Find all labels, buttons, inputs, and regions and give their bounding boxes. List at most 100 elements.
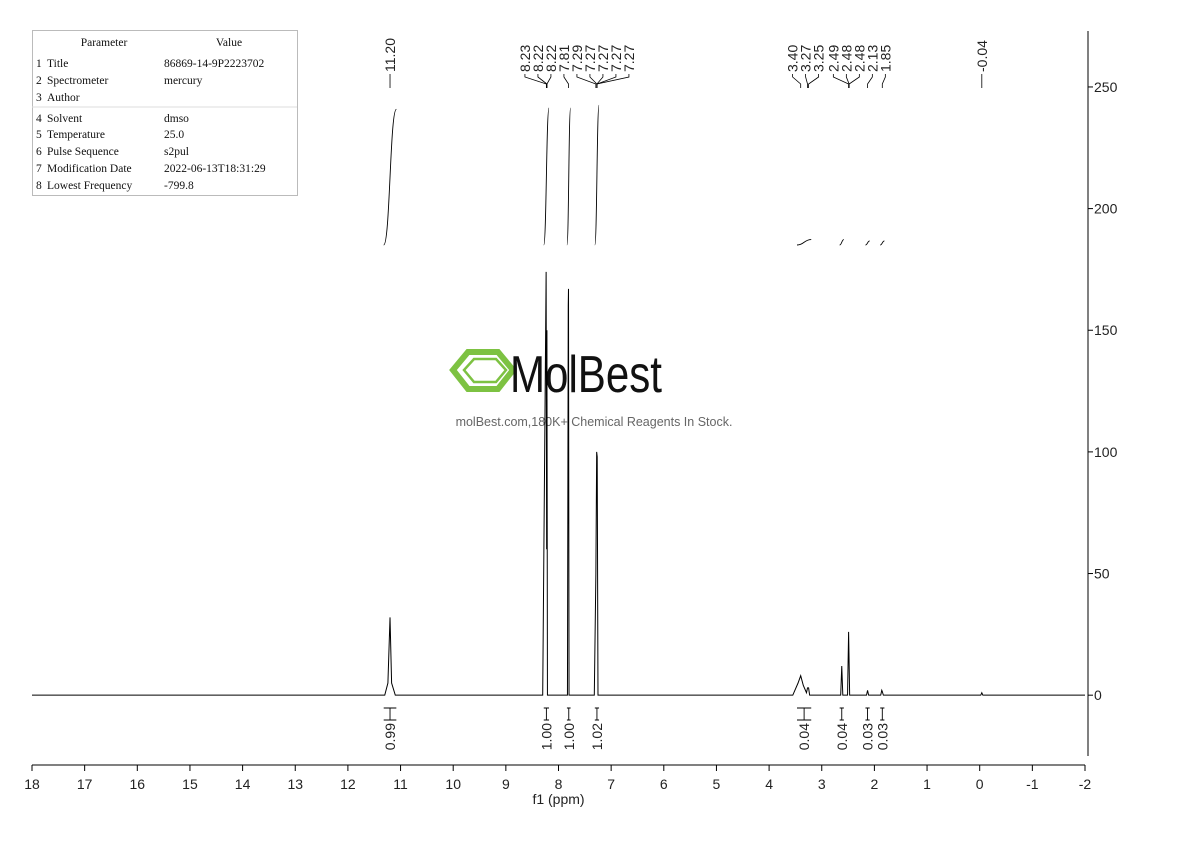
- parameter-value: dmso: [164, 113, 189, 125]
- integral-label: 0.03: [860, 723, 876, 750]
- integral-bracket: [880, 707, 885, 721]
- x-tick-label: 16: [130, 776, 146, 792]
- watermark: MolBest molBest.com,180K+ Chemical Reagen…: [449, 346, 733, 429]
- integral-bracket: [566, 707, 571, 721]
- parameter-name: Lowest Frequency: [47, 180, 133, 192]
- x-tick-label: 4: [765, 776, 773, 792]
- x-tick-label: 3: [818, 776, 826, 792]
- peak-leader: [808, 74, 820, 88]
- peak-label: 11.20: [382, 38, 398, 72]
- parameter-value: 25.0: [164, 129, 184, 141]
- table-header: Parameter: [81, 37, 128, 49]
- logo-hexagon: [449, 349, 517, 392]
- x-tick-label: 5: [713, 776, 721, 792]
- peak-label: 1.85: [877, 45, 893, 72]
- integral-bracket: [865, 707, 870, 721]
- integral-label: 0.99: [382, 723, 398, 750]
- peak-label: 7.29: [569, 45, 585, 72]
- integral-bracket: [383, 707, 397, 721]
- y-tick-label: 150: [1094, 322, 1118, 338]
- peak-label: 7.81: [556, 45, 572, 72]
- peak-label: 8.23: [517, 45, 533, 72]
- parameter-value: s2pul: [164, 146, 189, 158]
- x-tick-label: 6: [660, 776, 668, 792]
- x-tick-label: 9: [502, 776, 510, 792]
- peak-label: 7.27: [595, 45, 611, 72]
- integral-curve: [543, 107, 550, 246]
- peak-label: 3.40: [785, 45, 801, 72]
- parameter-name: Title: [47, 58, 68, 70]
- row-number: 2: [36, 75, 42, 87]
- integral-label: 0.04: [834, 723, 850, 750]
- row-number: 7: [36, 163, 42, 175]
- integral-curve: [865, 240, 870, 246]
- logo-text: MolBest: [510, 346, 662, 404]
- parameter-name: Spectrometer: [47, 75, 108, 87]
- x-tick-label: 7: [607, 776, 615, 792]
- integral-label: 1.00: [538, 723, 554, 750]
- integral-curve: [839, 239, 845, 246]
- integral-label: 0.03: [874, 723, 890, 750]
- x-tick-label: 8: [555, 776, 563, 792]
- peak-leader: [867, 74, 873, 88]
- row-number: 6: [36, 146, 42, 158]
- parameter-name: Author: [47, 92, 80, 104]
- parameter-value: mercury: [164, 75, 203, 87]
- peak-leader: [792, 74, 802, 88]
- logo-ring: [462, 357, 508, 384]
- peak-leader: [524, 74, 547, 88]
- row-number: 1: [36, 58, 42, 70]
- parameter-value: -799.8: [164, 180, 194, 192]
- peak-label: 7.27: [582, 45, 598, 72]
- y-tick-label: 50: [1094, 566, 1110, 582]
- tagline: molBest.com,180K+ Chemical Reagents In S…: [456, 415, 733, 429]
- peak-leader: [832, 74, 850, 88]
- peak-leader: [805, 74, 808, 88]
- integral-curve: [880, 240, 885, 246]
- peak-leader: [596, 74, 604, 88]
- y-tick-label: 100: [1094, 444, 1118, 460]
- x-tick-label: 1: [923, 776, 931, 792]
- x-tick-label: -1: [1026, 776, 1039, 792]
- x-tick-label: 0: [976, 776, 984, 792]
- x-tick-label: 10: [445, 776, 461, 792]
- x-tick-label: 14: [235, 776, 251, 792]
- integral-label: 1.02: [589, 723, 605, 750]
- x-tick-label: 11: [393, 776, 408, 792]
- peak-label: 7.27: [621, 45, 637, 72]
- table-header: Value: [216, 37, 242, 49]
- peak-label: 8.22: [543, 45, 559, 72]
- x-tick-label: 17: [77, 776, 93, 792]
- peak-label: 3.25: [811, 45, 827, 72]
- integral-curve: [383, 108, 397, 246]
- integral-curve: [594, 104, 600, 246]
- x-tick-label: 2: [871, 776, 879, 792]
- integral-bracket: [543, 707, 550, 721]
- integral-curve: [566, 107, 572, 246]
- peak-label: 2.49: [825, 45, 841, 72]
- x-tick-label: 12: [340, 776, 356, 792]
- parameter-name: Solvent: [47, 113, 83, 125]
- peak-label: -0.04: [974, 40, 990, 72]
- parameter-name: Pulse Sequence: [47, 146, 119, 158]
- peak-leader: [848, 74, 860, 88]
- row-number: 8: [36, 180, 42, 192]
- parameter-value: 2022-06-13T18:31:29: [164, 163, 266, 175]
- y-tick-label: 200: [1094, 201, 1118, 217]
- x-axis-label: f1 (ppm): [532, 791, 584, 807]
- integral-label: 1.00: [561, 723, 577, 750]
- peak-label: 2.13: [864, 45, 880, 72]
- peak-label: 8.22: [530, 45, 546, 72]
- integral-bracket: [839, 707, 844, 721]
- table-border: [32, 30, 298, 196]
- x-tick-label: 18: [24, 776, 40, 792]
- peak-label: 3.27: [798, 45, 814, 72]
- parameter-value: 86869-14-9P2223702: [164, 58, 265, 70]
- integral-bracket: [797, 707, 812, 721]
- peak-leader: [881, 74, 886, 88]
- peak-label: 2.48: [838, 45, 854, 72]
- peak-label: 2.48: [851, 45, 867, 72]
- y-tick-label: 0: [1094, 687, 1102, 703]
